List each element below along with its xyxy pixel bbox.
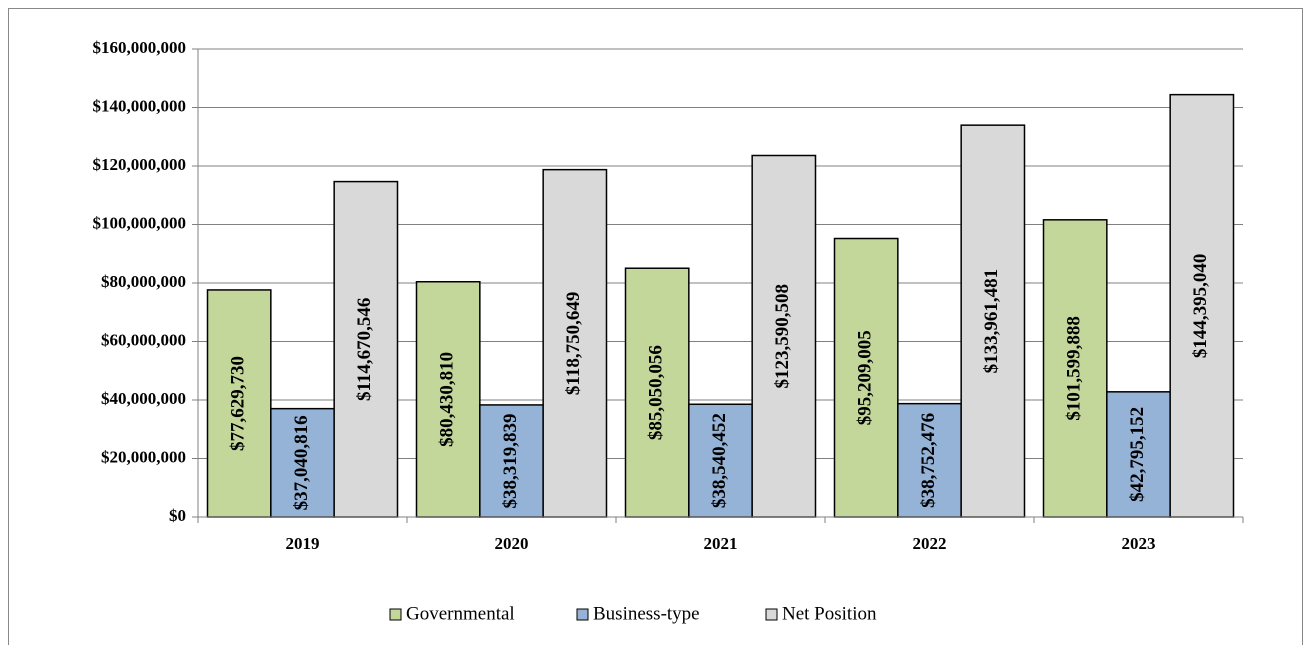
bar [415,280,481,518]
legend-label: Net Position [782,603,877,624]
bar [897,402,962,518]
legend-label: Business-type [593,603,700,624]
data-label: $77,629,730 [228,356,249,451]
data-label: $123,590,508 [772,284,793,389]
y-tick-label: $120,000,000 [93,155,187,174]
data-label: $42,795,152 [1127,407,1148,502]
legend-swatch [765,608,778,621]
bar [333,180,399,518]
bar [833,237,899,518]
bar [206,289,272,518]
data-label: $133,961,481 [981,269,1002,374]
bar [542,168,608,518]
y-tick-label: $0 [169,506,186,525]
bar [1169,93,1235,518]
x-tick-label: 2022 [913,534,947,553]
data-label: $80,430,810 [437,352,458,447]
y-tick-label: $60,000,000 [101,330,186,349]
data-label: $95,209,005 [855,330,876,425]
data-label: $37,040,816 [291,415,312,510]
y-tick-label: $80,000,000 [101,272,186,291]
data-label: $101,599,888 [1064,316,1085,421]
x-tick-label: 2020 [495,534,529,553]
y-tick-label: $100,000,000 [93,213,187,232]
legend-label: Governmental [406,603,515,624]
data-label: $114,670,546 [354,298,375,401]
data-label: $38,540,452 [709,413,730,508]
data-label: $38,752,476 [918,413,939,508]
bar [270,407,335,518]
x-tick-label: 2019 [286,534,320,553]
data-label: $118,750,649 [563,292,584,395]
x-tick-label: 2021 [704,534,738,553]
legend-swatch [389,608,402,621]
bar [688,403,753,518]
y-tick-label: $140,000,000 [93,96,187,115]
bar [1042,219,1108,518]
bar [960,124,1026,518]
bar [624,267,690,518]
x-tick-label: 2023 [1122,534,1156,553]
y-tick-label: $160,000,000 [93,38,187,57]
legend-swatch [576,608,589,621]
data-label: $144,395,040 [1190,254,1211,359]
y-tick-label: $20,000,000 [101,447,186,466]
bar [751,154,817,518]
data-label: $38,319,839 [500,413,521,508]
y-tick-label: $40,000,000 [101,389,186,408]
data-label: $85,050,056 [646,345,667,440]
